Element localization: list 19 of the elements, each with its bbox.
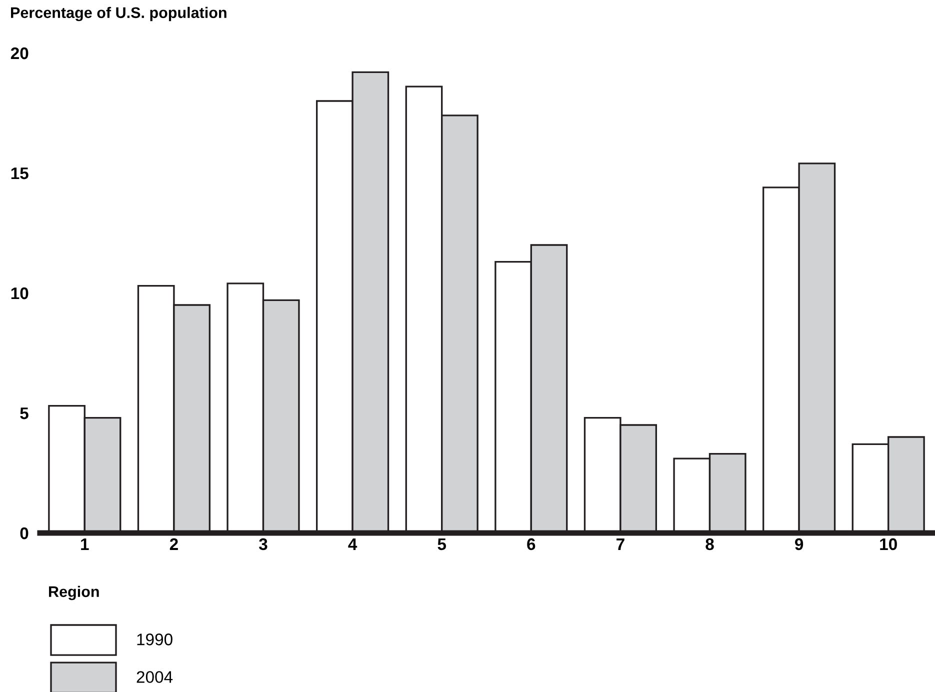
x-tick-label: 3 [259,538,268,550]
x-tick-label: 10 [880,538,897,550]
x-tick-label: 7 [616,538,624,550]
x-axis-title: Region [49,586,99,600]
y-tick-label: 10 [11,287,28,300]
y-tick-label: 5 [20,408,28,420]
y-tick-label: 0 [20,527,28,540]
y-tick-label: 20 [10,47,28,60]
x-tick-label: 4 [348,538,358,550]
x-tick-label: 2 [170,538,178,550]
x-tick-label: 8 [706,538,714,550]
x-tick-label: 1 [81,538,89,550]
x-tick-label: 9 [794,538,804,550]
legend-label: 2004 [136,671,173,683]
y-axis-title: Percentage of U.S. population [11,6,226,22]
legend-label: 1990 [137,634,172,646]
x-tick-label: 5 [438,538,446,550]
y-tick-label: 15 [11,168,28,180]
x-tick-label: 6 [527,538,536,550]
